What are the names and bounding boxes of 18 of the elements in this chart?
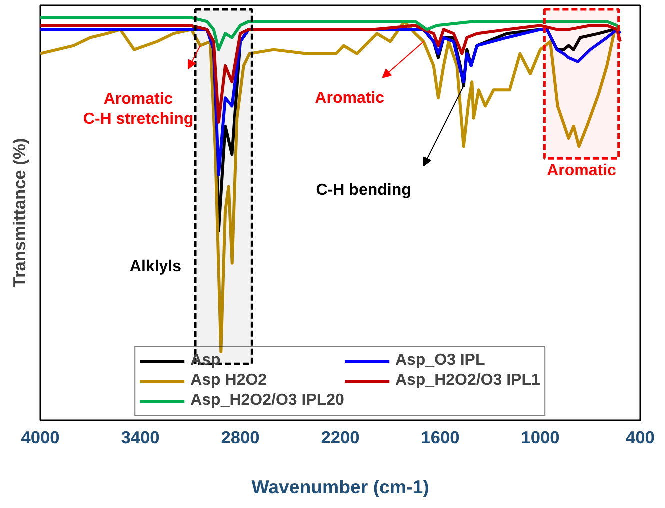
- band-label: Aromatic: [547, 162, 617, 180]
- x-tick-label: 2200: [321, 428, 360, 448]
- x-tick-label: 1000: [521, 428, 560, 448]
- annotation: C-H bending: [316, 182, 412, 200]
- band-label: Alklyls: [130, 258, 182, 276]
- x-tick-label: 2800: [221, 428, 260, 448]
- legend-label: Asp_H2O2/O3 IPL1: [395, 372, 540, 390]
- legend-label: Asp H2O2: [190, 372, 268, 390]
- x-tick-label: 1600: [421, 428, 460, 448]
- annotation: Aromatic C-H stretching: [83, 90, 194, 128]
- y-axis-title: Transmittance (%): [10, 138, 30, 288]
- x-tick-label: 400: [626, 428, 655, 448]
- legend-label: Asp_H2O2/O3 IPL20: [190, 392, 344, 410]
- x-axis-title: Wavenumber (cm-1): [252, 476, 430, 498]
- x-tick-label: 4000: [21, 428, 60, 448]
- annotation: Aromatic: [315, 90, 385, 107]
- x-tick-label: 3400: [121, 428, 160, 448]
- legend-label: Asp_O3 IPL: [395, 352, 486, 370]
